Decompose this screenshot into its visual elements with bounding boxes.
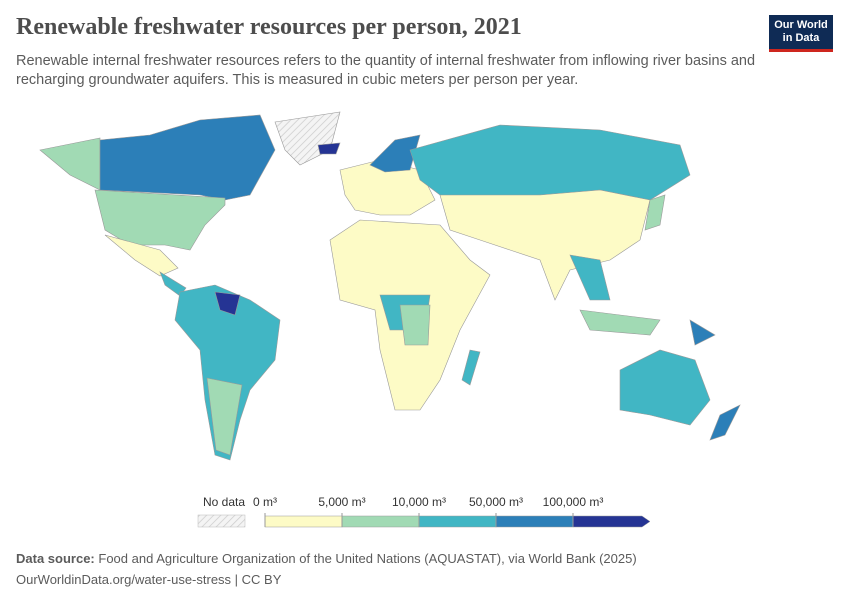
country — [206, 377, 243, 456]
country — [689, 319, 716, 346]
country — [174, 284, 281, 461]
country — [399, 304, 431, 346]
country — [274, 111, 341, 166]
title: Renewable freshwater resources per perso… — [16, 14, 522, 40]
legend-swatch — [264, 515, 343, 528]
legend-no-data-swatch — [197, 514, 246, 528]
country — [644, 194, 666, 231]
countries — [39, 111, 741, 461]
legend-label: 100,000 m³ — [543, 495, 604, 509]
legend-label: 50,000 m³ — [469, 495, 523, 509]
footer: Data source: Food and Agriculture Organi… — [16, 548, 637, 590]
subtitle: Renewable internal freshwater resources … — [16, 53, 756, 88]
country — [39, 137, 101, 191]
legend-swatch — [572, 515, 651, 528]
logo-line: in Data — [782, 32, 820, 44]
legend-label: 10,000 m³ — [392, 495, 446, 509]
legend: 0 m³ 5,000 m³ 10,000 m³ 50,000 m³ 100,000 m³ — [253, 495, 651, 528]
country — [99, 114, 276, 201]
country — [409, 124, 691, 201]
url: OurWorldinData.org/water-use-stress | CC… — [16, 572, 282, 587]
country — [94, 189, 226, 251]
country — [439, 189, 651, 301]
country — [569, 254, 611, 301]
country — [579, 309, 661, 336]
logo: Our World in Data — [769, 15, 833, 52]
logo-line: Our World — [774, 19, 828, 31]
country — [709, 404, 741, 441]
country — [104, 234, 179, 277]
legend-label: 0 m³ — [253, 495, 277, 509]
source-text: Food and Agriculture Organization of the… — [98, 551, 637, 566]
legend-swatch — [341, 515, 420, 528]
legend-label: 5,000 m³ — [318, 495, 365, 509]
legend-swatch — [418, 515, 497, 528]
legend-swatch — [495, 515, 574, 528]
country — [619, 349, 711, 426]
country — [317, 142, 341, 155]
country — [214, 291, 241, 316]
country — [461, 349, 481, 386]
legend-no-data-label: No data — [203, 495, 245, 509]
source: Data source: Food and Agriculture Organi… — [16, 548, 637, 569]
source-label: Data source: — [16, 551, 95, 566]
